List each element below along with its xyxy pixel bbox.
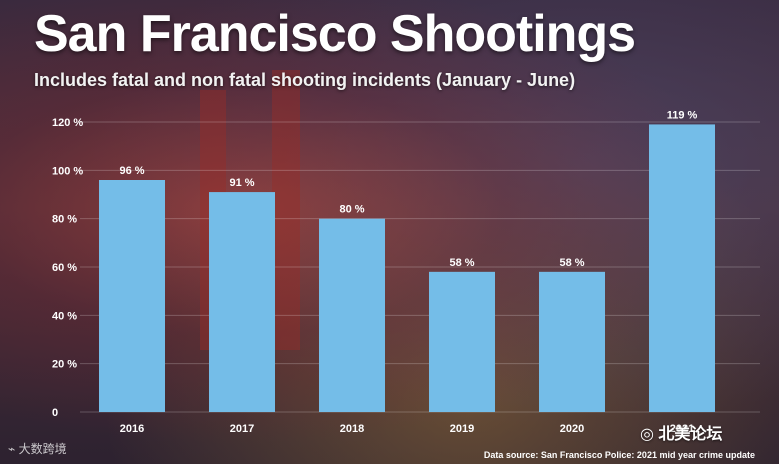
bar-value-label: 119 % [667, 109, 698, 121]
bar [649, 124, 715, 413]
x-tick-label: 2019 [450, 423, 474, 435]
bar-value-label: 58 % [449, 257, 474, 269]
bar [209, 192, 275, 412]
x-tick-label: 2016 [120, 423, 144, 435]
watermark-logo-icon: ⌁ [8, 442, 16, 456]
y-tick-label: 20 % [52, 359, 77, 371]
y-tick-label: 80 % [52, 214, 77, 226]
x-tick-label: 2017 [230, 423, 254, 435]
bar [539, 271, 605, 412]
y-tick-label: 100 % [52, 165, 83, 177]
watermark-left-text: 大数跨境 [18, 442, 67, 456]
bar-value-label: 58 % [559, 257, 584, 269]
bar [429, 271, 495, 412]
watermark-right: ◎ 北美论坛 [640, 420, 722, 444]
wechat-icon: ◎ [640, 426, 654, 443]
bar-value-label: 96 % [119, 165, 144, 177]
y-tick-label: 0 [52, 407, 58, 419]
watermark-left: ⌁ 大数跨境 [8, 440, 67, 457]
y-tick-label: 60 % [52, 262, 77, 274]
x-tick-label: 2021 [670, 423, 694, 435]
bar [319, 218, 385, 412]
watermark-right-text: 北美论坛 [658, 426, 723, 443]
bridge-tower-right [272, 70, 300, 350]
bar-value-label: 80 % [339, 204, 364, 216]
chart-subtitle: Includes fatal and non fatal shooting in… [34, 70, 576, 90]
chart-title: San Francisco Shootings [34, 5, 636, 63]
x-tick-label: 2018 [340, 423, 364, 435]
y-tick-label: 40 % [52, 310, 77, 322]
y-tick-label: 120 % [52, 117, 83, 129]
x-tick-label: 2020 [560, 423, 584, 435]
bar [99, 180, 165, 412]
bar-value-label: 91 % [229, 177, 254, 189]
data-source-note: Data source: San Francisco Police: 2021 … [483, 450, 755, 460]
